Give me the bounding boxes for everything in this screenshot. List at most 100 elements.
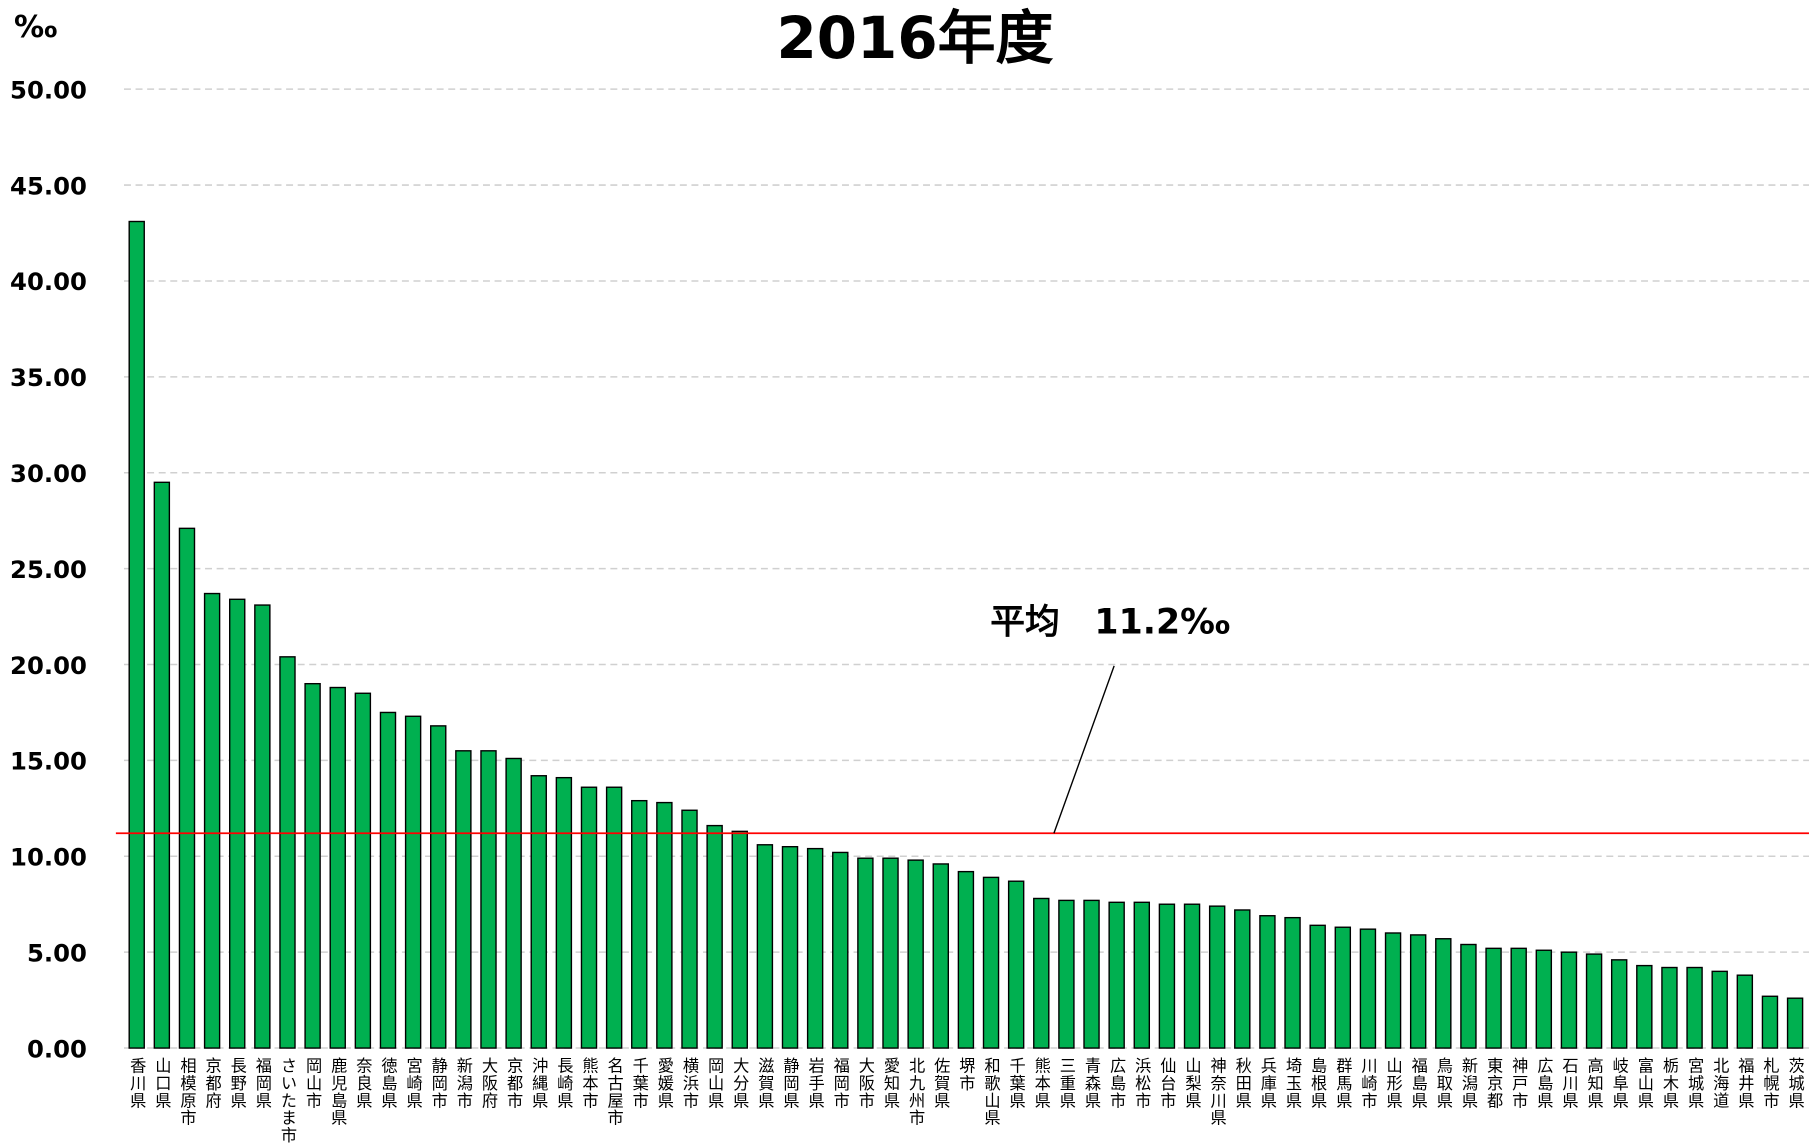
x-tick-label: 熊本市 <box>580 1057 599 1109</box>
bar <box>1158 903 1176 1049</box>
x-tick-label: 静岡県 <box>781 1057 800 1109</box>
y-tick-label: 20.00 <box>10 651 87 680</box>
bar <box>1033 897 1050 1049</box>
x-tick-label: 広島市 <box>1107 1057 1126 1109</box>
bar <box>178 527 196 1049</box>
bar <box>580 786 598 1049</box>
x-tick-label: 岩手県 <box>806 1057 825 1109</box>
x-tick-label: 茨城県 <box>1786 1057 1805 1109</box>
y-tick-label: 10.00 <box>10 843 87 872</box>
bar <box>304 682 321 1049</box>
x-tick-label: 福井県 <box>1735 1057 1754 1109</box>
x-tick-label: 仙台市 <box>1157 1057 1176 1109</box>
x-tick-label: 高知県 <box>1585 1057 1604 1109</box>
x-tick-label: 東京都 <box>1484 1057 1503 1109</box>
bar <box>1058 899 1075 1049</box>
x-tick-label: 川崎市 <box>1358 1057 1377 1109</box>
bar <box>1234 909 1251 1049</box>
x-tick-label: 兵庫県 <box>1258 1057 1277 1109</box>
x-tick-label: 滋賀県 <box>755 1057 774 1109</box>
bar <box>404 715 422 1049</box>
bar <box>530 775 547 1049</box>
x-tick-label: 佐賀県 <box>931 1057 950 1109</box>
bar <box>1284 916 1301 1049</box>
x-tick-label: 北九州市 <box>906 1057 925 1126</box>
bar <box>907 859 924 1049</box>
bar <box>354 692 372 1049</box>
x-tick-label: 山梨県 <box>1183 1057 1202 1109</box>
y-tick-label: 40.00 <box>10 267 87 296</box>
x-tick-label: 横浜市 <box>680 1057 699 1109</box>
x-tick-label: 宮城県 <box>1685 1057 1704 1109</box>
y-tick-label: 15.00 <box>10 747 87 776</box>
x-tick-label: 島根県 <box>1308 1057 1327 1109</box>
x-tick-label: 福岡県 <box>253 1057 272 1109</box>
x-tick-label: 富山県 <box>1635 1057 1654 1109</box>
bar <box>731 830 748 1049</box>
leader-line <box>1053 665 1115 834</box>
bar <box>1384 932 1402 1049</box>
bar <box>1610 959 1628 1049</box>
bar <box>1409 934 1427 1049</box>
x-tick-label: 宮崎県 <box>404 1057 423 1109</box>
bar <box>982 876 1000 1049</box>
x-tick-label: 千葉県 <box>1007 1057 1026 1109</box>
x-tick-label: さいたま市 <box>278 1057 297 1144</box>
bar <box>681 809 698 1049</box>
x-tick-label: 埼玉県 <box>1283 1057 1302 1109</box>
x-tick-label: 長崎県 <box>554 1057 573 1109</box>
x-tick-label: 秋田県 <box>1233 1057 1252 1109</box>
bar <box>203 592 221 1049</box>
bar <box>882 857 899 1049</box>
y-axis-label: ‰ <box>14 10 57 45</box>
x-tick-label: 札幌市 <box>1760 1057 1779 1109</box>
y-tick-label: 5.00 <box>27 938 87 967</box>
x-tick-label: 香川県 <box>127 1057 146 1109</box>
bar <box>1460 943 1477 1049</box>
x-tick-label: 奈良県 <box>353 1057 372 1109</box>
chart-title: 2016年度 <box>776 4 1053 72</box>
bar <box>1761 995 1779 1049</box>
x-tick-label: 山口県 <box>152 1057 171 1109</box>
x-tick-label: 徳島県 <box>378 1057 397 1109</box>
bar <box>1435 938 1452 1049</box>
x-tick-label: 堺市 <box>956 1057 975 1092</box>
bar <box>857 857 874 1049</box>
bar <box>1560 951 1578 1049</box>
y-tick-label: 0.00 <box>27 1034 87 1063</box>
bar <box>1686 966 1703 1049</box>
x-tick-label: 名古屋市 <box>605 1057 624 1126</box>
x-tick-label: 栃木県 <box>1660 1057 1679 1109</box>
bar <box>631 799 648 1049</box>
bar <box>1786 997 1804 1049</box>
x-tick-label: 岐阜県 <box>1610 1057 1629 1109</box>
bar <box>1007 880 1025 1049</box>
bar <box>1661 966 1678 1049</box>
bar <box>1133 901 1151 1049</box>
x-tick-label: 新潟県 <box>1459 1057 1478 1109</box>
bar <box>1183 903 1201 1049</box>
bar <box>555 776 573 1049</box>
bar <box>1083 899 1100 1049</box>
bar <box>605 786 623 1049</box>
bar <box>1309 924 1326 1049</box>
bar <box>1108 901 1125 1049</box>
bar <box>279 656 296 1049</box>
x-tick-label: 熊本県 <box>1032 1057 1051 1109</box>
bar <box>153 481 171 1049</box>
bar <box>706 824 723 1049</box>
bar <box>1636 964 1653 1049</box>
bar <box>505 757 522 1049</box>
x-tick-label: 沖縄県 <box>529 1057 548 1109</box>
x-tick-label: 岡山市 <box>303 1057 322 1109</box>
x-tick-label: 京都市 <box>504 1057 523 1109</box>
bar <box>1510 947 1527 1049</box>
bar <box>430 725 447 1049</box>
reference-label: 平均 11.2‰ <box>990 602 1230 642</box>
bar <box>379 711 397 1049</box>
x-tick-label: 長野県 <box>228 1057 247 1109</box>
x-tick-label: 愛媛県 <box>655 1057 674 1109</box>
bar <box>329 686 346 1049</box>
x-tick-label: 鳥取県 <box>1434 1057 1453 1109</box>
bar <box>1711 970 1728 1049</box>
